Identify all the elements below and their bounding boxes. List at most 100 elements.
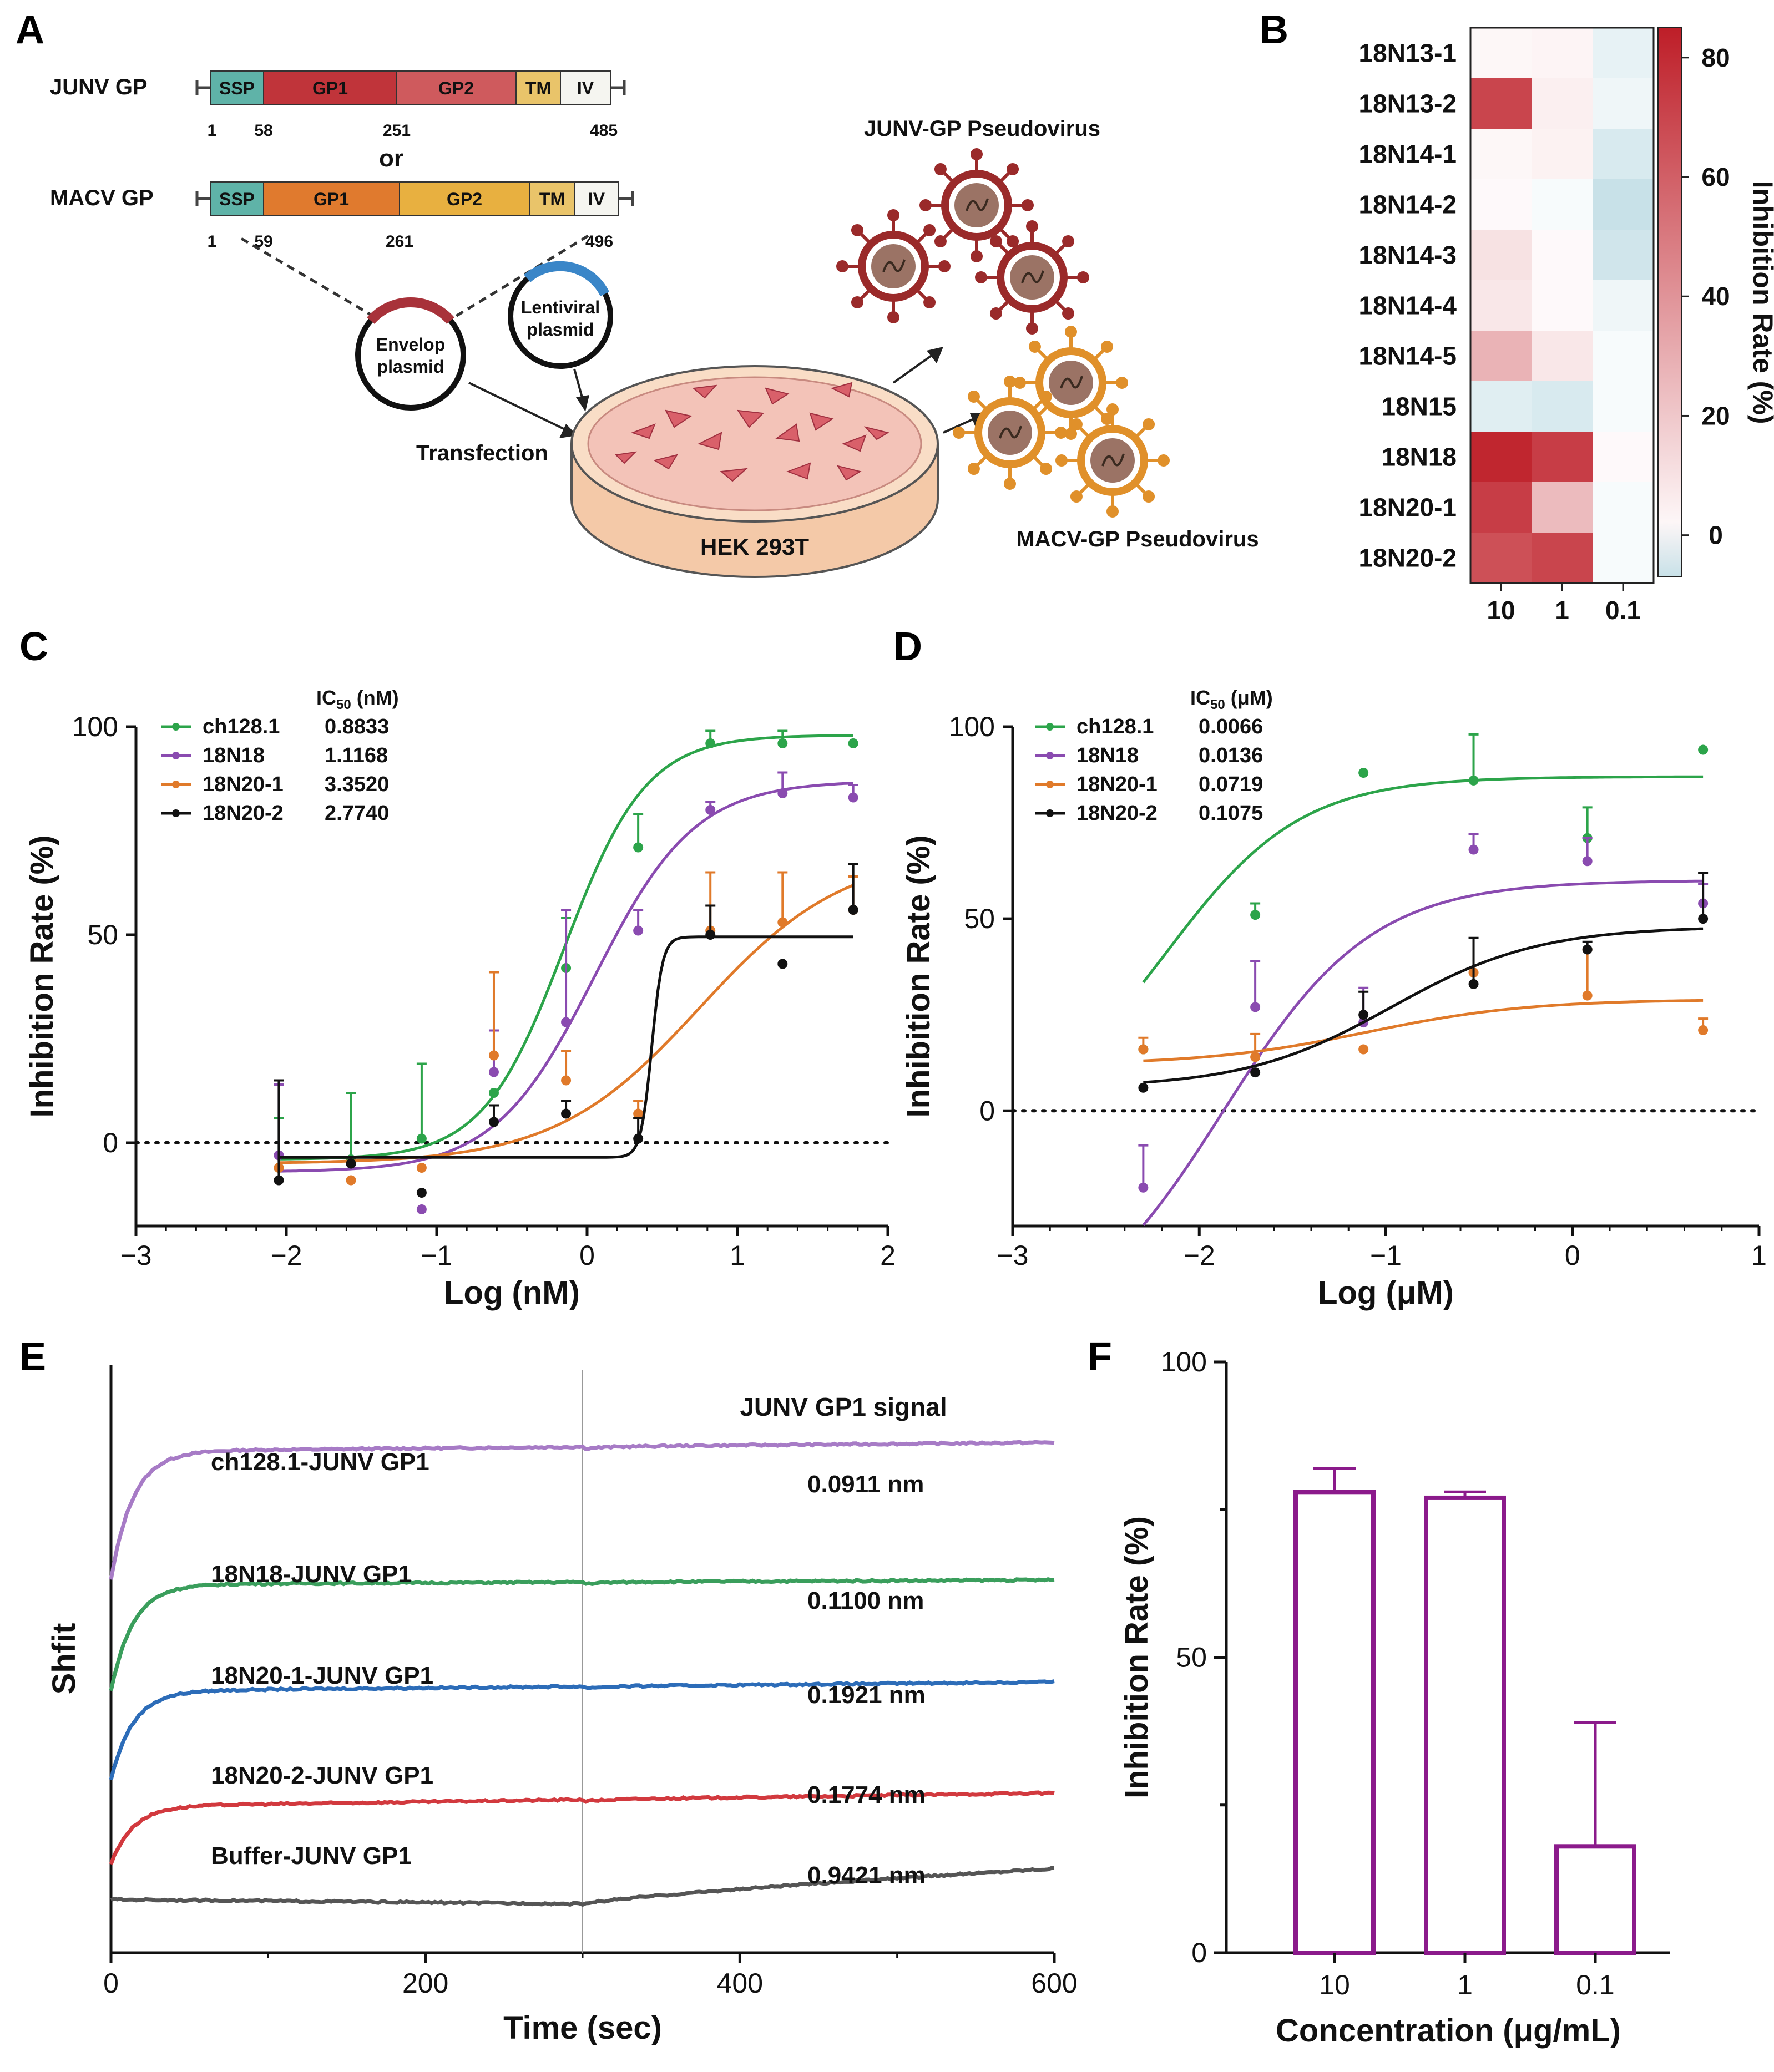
x-axis-title: Log (μM) (1318, 1275, 1454, 1311)
colorbar: 0 20 40 60 80 Inhibition Rate (%) (1657, 27, 1774, 577)
data-point-ch128.1 (1250, 910, 1261, 920)
y-axis-title: Inhibition Rate (%) (1119, 1516, 1155, 1799)
heatmap-cell (1532, 28, 1593, 78)
data-point-18N20-2 (1358, 1010, 1369, 1020)
fit-curve-ch128.1 (1142, 775, 1704, 984)
colorbar-tick-label: 60 (1701, 163, 1730, 191)
data-point-18N20-2 (1250, 1067, 1261, 1078)
heatmap-cell (1532, 230, 1593, 280)
legend-ic50-value: 3.3520 (325, 773, 389, 796)
panel-e-letter: E (19, 1335, 46, 1379)
macv-virus-spike-tip (1070, 490, 1083, 503)
data-point-18N18 (777, 788, 788, 798)
heatmap-row-label: 18N14-4 (1359, 291, 1457, 320)
heatmap-row-label: 18N13-2 (1359, 89, 1457, 118)
x-axis-title: Log (nM) (444, 1275, 580, 1311)
x-tick-label: 1 (1751, 1240, 1767, 1271)
envelop-plasmid-line1: Envelop (376, 335, 445, 354)
heatmap-cell (1593, 331, 1654, 381)
junv-gp2-segment (396, 70, 517, 105)
data-point-18N20-2 (848, 905, 858, 915)
heatmap-cell (1593, 28, 1654, 78)
heatmap-row-label: 18N14-2 (1359, 190, 1457, 219)
junv-virus-spike-tip (887, 209, 899, 221)
data-point-18N20-1 (1138, 1044, 1149, 1055)
fit-curve-18N18 (279, 782, 853, 1173)
bar-1 (1424, 1495, 1506, 1955)
legend-marker (1046, 752, 1054, 759)
heatmap-cell (1470, 280, 1532, 331)
panel-c: C −3 −2 −1 0 1 2 0 50 100 Log (nM) Inhibition Rate… (19, 625, 896, 1311)
panel-b-letter: B (1260, 8, 1288, 52)
heatmap-row-label: 18N14-1 (1359, 140, 1457, 169)
trace-18N20-2-JUNV GP1 (109, 1790, 1055, 1865)
colorbar-bar (1657, 27, 1682, 577)
panel-d: D −3 −2 −1 0 1 0 50 100 Log (μM) Inhibition Rate … (893, 625, 1767, 1311)
heatmap-col-label: 1 (1555, 596, 1569, 625)
lentiviral-plasmid: Lentiviral plasmid (508, 261, 613, 369)
legend-ic50-value: 0.8833 (325, 715, 389, 738)
legend-marker (172, 752, 180, 759)
data-point-ch128.1 (633, 842, 644, 853)
panel-e: E 0 200 400 600 Time (sec) Shfit JUNV GP1 sign… (19, 1335, 1078, 2046)
heatmap-cell (1470, 78, 1532, 129)
junv-virus-spike-tip (836, 260, 848, 272)
junv-pos-251: 251 (383, 121, 411, 140)
fit-curve-18N20-1 (279, 884, 854, 1164)
junv-gp2-text: GP2 (438, 78, 474, 98)
data-point-18N20-2 (274, 1175, 284, 1186)
junv-virus-genome (882, 259, 906, 272)
envelop-plasmid: Envelop plasmid (355, 297, 466, 411)
macv-virus-spike-tip (1116, 377, 1128, 389)
junv-virus-spike-tip (1062, 235, 1075, 247)
data-point-18N20-2 (1698, 914, 1709, 924)
macv-virus-spike-tip (1004, 478, 1016, 490)
macv-virus-spike-tip (1106, 505, 1119, 518)
data-point-18N18 (705, 805, 716, 815)
heatmap-cell (1532, 129, 1593, 179)
legend-marker (172, 781, 180, 788)
y-axis-title: Inhibition Rate (%) (24, 835, 60, 1117)
panel-f: F 0 50 100 10 1 0.1 Concentration (μg/mL) Inhib… (1088, 1335, 1670, 2049)
heatmap-col-label: 10 (1487, 596, 1515, 625)
data-point-18N18 (416, 1204, 427, 1214)
heatmap-cell (1593, 432, 1654, 482)
data-point-18N20-2 (1468, 979, 1479, 989)
macv-iv-text: IV (588, 189, 605, 209)
macv-virus-spike-tip (1055, 427, 1067, 439)
heatmap-col-label: 0.1 (1605, 596, 1641, 625)
data-point-18N20-2 (1582, 944, 1593, 955)
macv-virus-1 (953, 376, 1067, 490)
x-tick-label: 10 (1319, 1969, 1350, 2000)
x-tick-label: −3 (120, 1240, 151, 1271)
junv-tm-segment (515, 70, 561, 105)
legend-label: 18N18 (203, 744, 265, 767)
heatmap-cell (1593, 78, 1654, 129)
data-point-18N20-2 (633, 1133, 644, 1144)
trace-label: 18N18-JUNV GP1 (211, 1561, 412, 1588)
x-tick-label: 0 (103, 1968, 119, 1999)
data-point-18N18 (1468, 844, 1479, 855)
data-point-ch128.1 (1468, 775, 1479, 786)
macv-virus-spike-tip (1101, 413, 1114, 425)
binding-sensorgram-chart: 0 200 400 600 Time (sec) Shfit JUNV GP1 signal… (46, 1365, 1078, 2046)
data-point-18N20-1 (1250, 1052, 1261, 1062)
junv-virus-spike-tip (1026, 220, 1038, 232)
data-point-18N20-2 (416, 1188, 427, 1198)
legend-header: IC50 (nM) (316, 686, 399, 712)
macv-virus-spike-tip (1101, 340, 1114, 353)
data-point-18N20-2 (1138, 1082, 1149, 1093)
y-axis-title: Shfit (46, 1623, 82, 1695)
y-tick-label: 100 (949, 711, 995, 742)
junv-virus-spike-tip (971, 250, 983, 262)
legend-ic50-value: 1.1168 (325, 744, 388, 767)
envelop-plasmid-line2: plasmid (377, 357, 444, 377)
heatmap-cell (1593, 482, 1654, 533)
trace-ch128.1-JUNV GP1 (109, 1440, 1055, 1580)
legend-ic50-value: 0.0719 (1199, 773, 1263, 796)
macv-pos-1: 1 (208, 232, 217, 251)
junv-pos-58: 58 (254, 121, 272, 140)
x-tick-label: 200 (402, 1968, 448, 1999)
data-point-ch128.1 (1358, 768, 1369, 778)
legend-ic50-value: 2.7740 (325, 802, 389, 825)
